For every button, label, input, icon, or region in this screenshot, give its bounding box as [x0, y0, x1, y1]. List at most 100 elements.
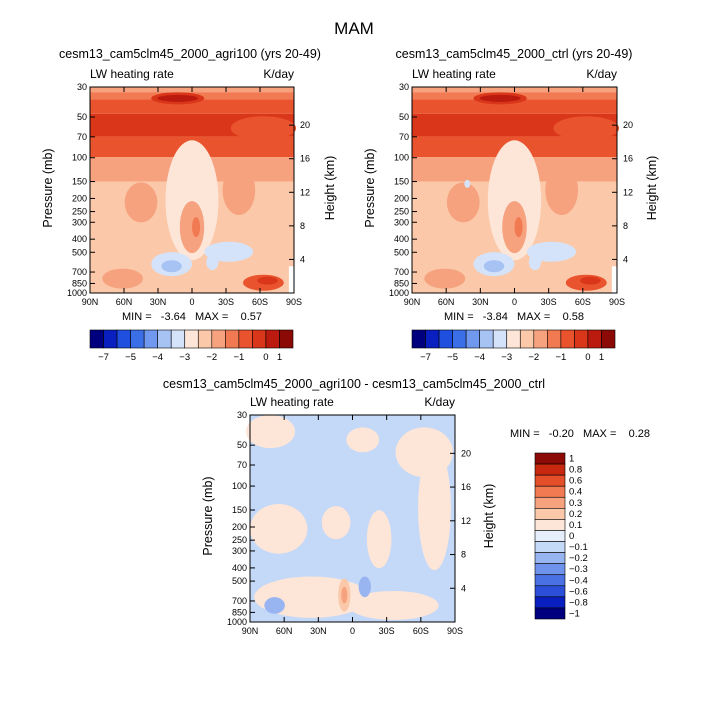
y-tick-label: 250 [232, 535, 247, 545]
contour-patch [487, 140, 542, 261]
colorbar-label: 0.3 [569, 498, 582, 509]
colorbar-label: −5 [125, 352, 136, 363]
colorbar-box [143, 329, 158, 349]
colorbar-box [170, 329, 186, 349]
contour-patch [366, 510, 392, 569]
colorbar-label: −1 [569, 608, 580, 619]
colorbar-label: 0 [585, 352, 590, 363]
y2-tick-label: 4 [461, 583, 466, 593]
y-tick-label: 850 [394, 278, 409, 288]
missing-data [611, 266, 617, 293]
y2-tick-label: 16 [300, 154, 310, 164]
contour-patch [348, 590, 439, 620]
y2-axis-label: Height (km) [645, 156, 659, 221]
x-tick-label: 90S [447, 626, 463, 636]
contour-band [412, 99, 617, 114]
colorbar-box [534, 496, 566, 509]
y2-tick-label: 16 [623, 154, 633, 164]
right-string: K/day [424, 395, 455, 409]
x-tick-label: 90N [242, 626, 259, 636]
y2-tick-label: 8 [623, 221, 628, 231]
colorbar-label: −7 [98, 352, 109, 363]
colorbar-box [211, 329, 226, 349]
y-tick-label: 400 [232, 563, 247, 573]
colorbar-label: −0.3 [569, 564, 588, 575]
colorbar-label: 1 [277, 352, 282, 363]
contour-patch [446, 182, 480, 223]
y-tick-label: 250 [394, 207, 409, 217]
x-tick-label: 30S [379, 626, 395, 636]
y2-tick-label: 8 [461, 550, 466, 560]
colorbar-box [411, 329, 426, 349]
left-string: LW heating rate [250, 395, 334, 409]
y-tick-label: 30 [237, 410, 247, 420]
colorbar-label: 0.1 [569, 520, 582, 531]
contour-patch [424, 268, 466, 289]
y2-tick-label: 16 [461, 482, 471, 492]
contour-patch [124, 182, 158, 223]
colorbar-label: −0.2 [569, 553, 588, 564]
right-string: K/day [263, 67, 294, 81]
colorbar-box [506, 329, 521, 349]
stats-readout: MIN = -3.64 MAX = 0.57 [122, 311, 262, 323]
contour-band [90, 99, 294, 114]
colorbar-box [130, 329, 145, 349]
contour-patch [464, 179, 471, 188]
contour-patch [479, 94, 521, 102]
colorbar-label: −7 [420, 352, 431, 363]
panel-ctrl: cesm13_cam5clm45_2000_ctrl (yrs 20-49) L… [363, 47, 659, 363]
colorbar-box [438, 329, 453, 349]
colorbar-box [452, 329, 467, 349]
y-tick-label: 100 [232, 481, 247, 491]
colorbar-label: −4 [152, 352, 163, 363]
colorbar-label: 0.2 [569, 509, 582, 520]
contour-patch [346, 427, 380, 453]
colorbar-box [534, 474, 566, 487]
colorbar-label: −2 [528, 352, 539, 363]
colorbar-box [534, 530, 566, 542]
y-tick-label: 300 [394, 217, 409, 227]
y-tick-label: 1000 [389, 288, 409, 298]
colorbar-box [265, 329, 280, 349]
y-tick-label: 850 [232, 607, 247, 617]
colorbar-box [534, 574, 566, 587]
contour-patch [165, 140, 219, 261]
x-tick-label: 60N [438, 297, 455, 307]
x-tick-label: 60S [252, 297, 268, 307]
colorbar-box [547, 329, 562, 349]
colorbar-box [184, 329, 199, 349]
contour-patch [418, 446, 451, 571]
colorbar-box [225, 329, 240, 349]
y-axis-label: Pressure (mb) [201, 476, 215, 555]
x-tick-label: 30N [150, 297, 167, 307]
left-string: LW heating rate [90, 67, 174, 81]
colorbar-box [534, 485, 566, 498]
panel-title: cesm13_cam5clm45_2000_agri100 (yrs 20-49… [59, 47, 321, 61]
colorbar-box [238, 329, 253, 349]
stats-readout: MIN = -0.20 MAX = 0.28 [510, 428, 650, 440]
colorbar-box [157, 329, 172, 349]
x-tick-label: 30N [472, 297, 489, 307]
axes: 90N 60N 30N 0 30S 60S 90S 30 50 70 100 150 200 250300… [227, 410, 471, 636]
contour-patch [264, 597, 285, 614]
x-tick-label: 60S [413, 626, 429, 636]
colorbar-box [560, 329, 575, 349]
x-tick-label: 30S [541, 297, 557, 307]
y-tick-label: 50 [399, 112, 409, 122]
y-tick-label: 100 [394, 153, 409, 163]
colorbar-box [533, 329, 548, 349]
y-tick-label: 70 [77, 132, 87, 142]
panel-agri100: cesm13_cam5clm45_2000_agri100 (yrs 20-49… [41, 47, 337, 363]
colorbar-label: −1 [233, 352, 244, 363]
y2-axis-label: Height (km) [323, 156, 337, 221]
y2-tick-label: 20 [623, 120, 633, 130]
panel-difference: cesm13_cam5clm45_2000_agri100 - cesm13_c… [163, 377, 650, 636]
x-tick-label: 30N [310, 626, 327, 636]
y2-tick-label: 12 [461, 516, 471, 526]
colorbar-label: −0.4 [569, 575, 588, 586]
x-tick-label: 30S [218, 297, 234, 307]
colorbar-box [534, 541, 566, 553]
y-tick-label: 150 [72, 177, 87, 187]
colorbar-box [197, 329, 213, 349]
